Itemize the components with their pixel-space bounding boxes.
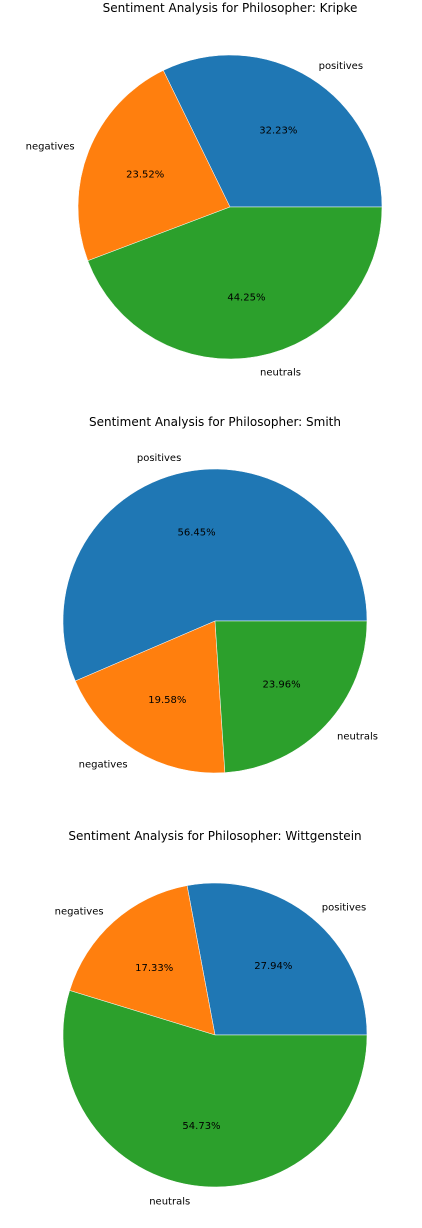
pie-chart-wittgenstein: Sentiment Analysis for Philosopher: Witt… <box>55 829 368 1207</box>
pie-slice-negatives <box>69 885 216 1036</box>
pie-slice-negatives <box>77 70 231 262</box>
slice-percent-label: 32.23% <box>259 126 297 137</box>
slice-percent-label: 54.73% <box>182 1121 220 1132</box>
chart-title: Sentiment Analysis for Philosopher: Witt… <box>68 829 361 843</box>
slice-percent-label: 23.52% <box>126 169 164 180</box>
slice-category-label: neutrals <box>149 1196 190 1207</box>
slice-percent-label: 44.25% <box>227 293 265 304</box>
slice-category-label: neutrals <box>260 368 301 379</box>
pie-chart-kripke: Sentiment Analysis for Philosopher: Krip… <box>26 1 383 379</box>
chart-title: Sentiment Analysis for Philosopher: Smit… <box>89 415 341 429</box>
slice-percent-label: 27.94% <box>254 961 292 972</box>
slice-percent-label: 17.33% <box>135 963 173 974</box>
slice-category-label: positives <box>319 61 363 72</box>
pie-slice-positives <box>162 54 383 208</box>
slice-percent-label: 19.58% <box>148 695 186 706</box>
pie-slice-positives <box>62 468 368 682</box>
slice-percent-label: 23.96% <box>263 679 301 690</box>
pie-slice-neutrals <box>62 990 368 1188</box>
pie-slice-neutrals <box>214 620 368 773</box>
slice-category-label: positives <box>322 902 366 913</box>
chart-title: Sentiment Analysis for Philosopher: Krip… <box>103 1 358 15</box>
pie-slice-neutrals <box>87 206 383 360</box>
pie-slice-negatives <box>75 620 226 774</box>
slice-percent-label: 56.45% <box>178 528 216 539</box>
slice-category-label: negatives <box>26 141 75 152</box>
slice-category-label: neutrals <box>337 731 378 742</box>
slice-category-label: negatives <box>55 906 104 917</box>
pie-slice-positives <box>186 882 368 1036</box>
pie-chart-smith: Sentiment Analysis for Philosopher: Smit… <box>62 415 378 774</box>
slice-category-label: negatives <box>79 760 128 771</box>
slice-category-label: positives <box>137 453 181 464</box>
